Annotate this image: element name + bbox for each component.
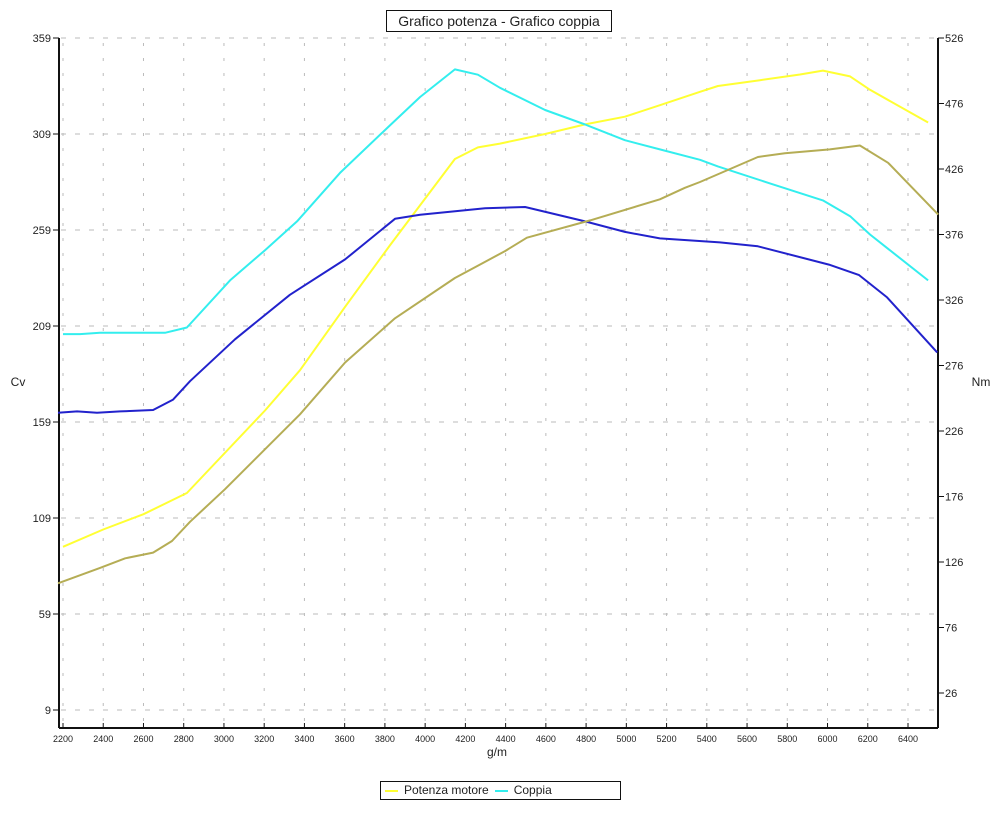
series-line-potenza-motore xyxy=(62,69,929,548)
x-tick-label: 2800 xyxy=(174,734,194,744)
y-right-tick-label: 276 xyxy=(945,361,963,373)
y-left-tick-label: 209 xyxy=(33,321,51,333)
legend-item-coppia: Coppia xyxy=(494,781,552,800)
y-axis-right-label: Nm xyxy=(972,375,991,389)
x-tick-label: 6000 xyxy=(818,734,838,744)
x-tick-label: 4400 xyxy=(496,734,516,744)
x-tick-label: 6400 xyxy=(898,734,918,744)
y-right-tick-label: 376 xyxy=(945,230,963,242)
x-tick-label: 5200 xyxy=(657,734,677,744)
y-axis-left-label: Cv xyxy=(11,375,26,389)
x-axis-label: g/m xyxy=(487,745,507,759)
y-left-tick-label: 109 xyxy=(33,513,51,525)
x-tick-label: 5000 xyxy=(616,734,636,744)
series-line-unlabeled-2 xyxy=(57,206,938,414)
series-lines xyxy=(57,68,939,585)
y-right-tick-label: 426 xyxy=(945,164,963,176)
y-right-tick-label: 226 xyxy=(945,426,963,438)
y-right-tick-label: 126 xyxy=(945,557,963,569)
legend-item-potenza-motore: Potenza motore xyxy=(385,781,489,800)
x-tick-label: 4000 xyxy=(415,734,435,744)
legend-label: Potenza motore xyxy=(404,783,489,797)
y-right-tick-label: 26 xyxy=(945,688,957,700)
legend-swatch-icon xyxy=(385,789,398,792)
y-left-tick-label: 59 xyxy=(39,609,51,621)
x-tick-label: 3200 xyxy=(254,734,274,744)
y-left-tick-label: 259 xyxy=(33,225,51,237)
y-left-tick-label: 359 xyxy=(33,33,51,45)
grid xyxy=(61,37,938,728)
chart-title: Grafico potenza - Grafico coppia xyxy=(386,10,612,32)
x-tick-label: 3400 xyxy=(294,734,314,744)
x-tick-label: 3600 xyxy=(335,734,355,744)
x-tick-label: 2600 xyxy=(133,734,153,744)
y-left-tick-label: 309 xyxy=(33,129,51,141)
x-tick-label: 2200 xyxy=(53,734,73,744)
y-right-tick-label: 326 xyxy=(945,295,963,307)
x-tick-label: 5800 xyxy=(777,734,797,744)
y-right-tick-label: 76 xyxy=(945,623,957,635)
legend: Potenza motore Coppia xyxy=(380,781,621,800)
x-tick-label: 4600 xyxy=(536,734,556,744)
x-tick-label: 4800 xyxy=(576,734,596,744)
x-tick-label: 2400 xyxy=(93,734,113,744)
axes: 9 59 109 159 209 259 309 359 26 76 126 176 226 276 326… xyxy=(33,33,964,744)
y-right-tick-label: 526 xyxy=(945,33,963,45)
x-tick-label: 6200 xyxy=(858,734,878,744)
y-right-tick-label: 476 xyxy=(945,99,963,111)
series-line-unlabeled-3 xyxy=(57,144,939,585)
legend-label: Coppia xyxy=(513,783,552,797)
x-tick-label: 5400 xyxy=(697,734,717,744)
x-tick-label: 4200 xyxy=(455,734,475,744)
x-tick-label: 3800 xyxy=(375,734,395,744)
y-left-tick-label: 159 xyxy=(33,417,51,429)
series-line-coppia xyxy=(63,68,929,336)
x-tick-label: 3000 xyxy=(214,734,234,744)
y-right-tick-label: 176 xyxy=(945,492,963,504)
legend-swatch-icon xyxy=(494,789,508,792)
y-left-tick-label: 9 xyxy=(45,705,51,717)
x-tick-label: 5600 xyxy=(737,734,757,744)
